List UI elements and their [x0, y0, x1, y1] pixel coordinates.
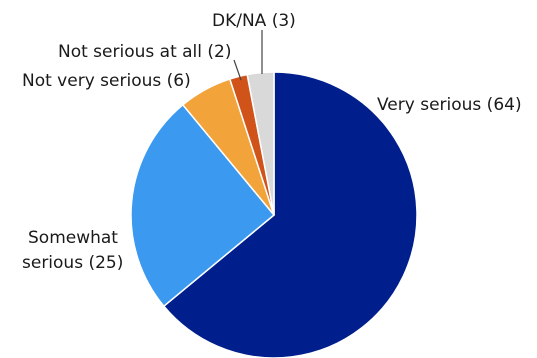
slice-dk-na: [246, 71, 275, 216]
label-somewhat-serious-line2: serious (25): [22, 253, 123, 273]
leader-line-not-serious-at-all: [233, 59, 242, 81]
slice-somewhat-serious: [130, 103, 276, 308]
label-not-serious-at-all: Not serious at all (2): [58, 42, 232, 62]
slice-very-serious: [162, 71, 418, 358]
label-very-serious: Very serious (64): [377, 95, 522, 115]
label-not-very-serious: Not very serious (6): [22, 71, 191, 91]
pie-slices: [130, 71, 418, 358]
label-somewhat-serious-line1: Somewhat: [28, 228, 118, 248]
label-dkna: DK/NA (3): [212, 11, 296, 31]
